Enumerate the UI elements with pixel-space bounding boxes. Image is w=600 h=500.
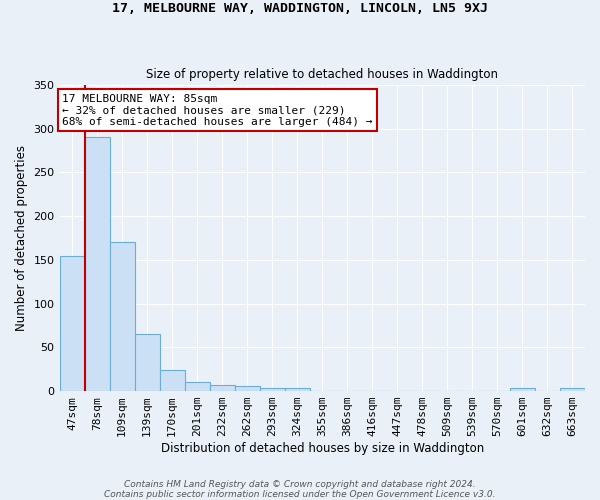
Text: Contains HM Land Registry data © Crown copyright and database right 2024.
Contai: Contains HM Land Registry data © Crown c… [104, 480, 496, 499]
Bar [260, 388, 285, 391]
Bar [235, 386, 260, 391]
Bar [85, 138, 110, 391]
Bar [59, 256, 85, 391]
Bar [510, 388, 535, 391]
Bar [160, 370, 185, 391]
X-axis label: Distribution of detached houses by size in Waddington: Distribution of detached houses by size … [161, 442, 484, 455]
Bar [134, 334, 160, 391]
Title: Size of property relative to detached houses in Waddington: Size of property relative to detached ho… [146, 68, 498, 81]
Bar [185, 382, 209, 391]
Text: 17, MELBOURNE WAY, WADDINGTON, LINCOLN, LN5 9XJ: 17, MELBOURNE WAY, WADDINGTON, LINCOLN, … [112, 2, 488, 16]
Bar [110, 242, 134, 391]
Y-axis label: Number of detached properties: Number of detached properties [15, 145, 28, 331]
Bar [209, 385, 235, 391]
Bar [285, 388, 310, 391]
Text: 17 MELBOURNE WAY: 85sqm
← 32% of detached houses are smaller (229)
68% of semi-d: 17 MELBOURNE WAY: 85sqm ← 32% of detache… [62, 94, 373, 127]
Bar [560, 388, 585, 391]
